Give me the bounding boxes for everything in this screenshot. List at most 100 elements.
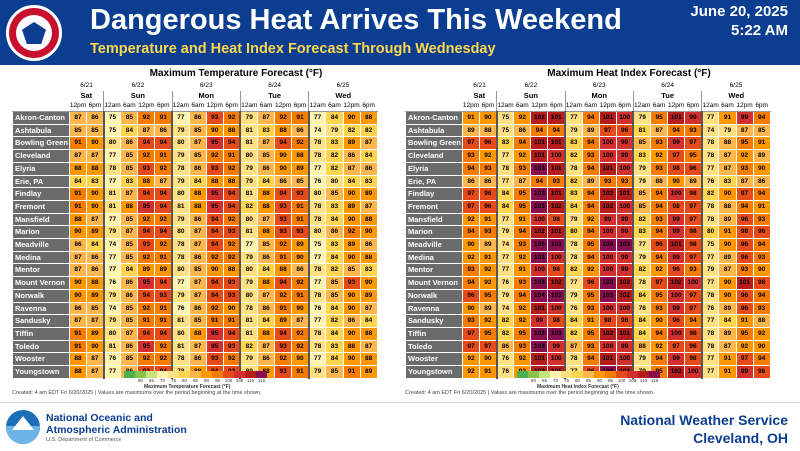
forecast-value: 90: [222, 301, 241, 316]
station-name: Meadville: [405, 238, 463, 252]
forecast-value: 79: [495, 225, 515, 240]
forecast-value: 94: [154, 225, 173, 240]
forecast-value: 77: [564, 111, 583, 125]
forecast-value: 84: [120, 263, 139, 278]
legend-label: 115: [257, 378, 266, 383]
legend-swatch: [124, 371, 135, 378]
forecast-value: 77: [102, 149, 122, 163]
forecast-value: 94: [137, 326, 156, 341]
forecast-value: 88: [359, 326, 378, 341]
forecast-value: 94: [581, 225, 600, 240]
hour-label: 6pm: [479, 101, 497, 112]
forecast-value: 85: [86, 301, 105, 316]
forecast-value: 82: [564, 149, 583, 163]
forecast-value: 87: [188, 339, 207, 354]
forecast-value: 85: [120, 352, 139, 367]
forecast-value: 95: [650, 288, 669, 303]
forecast-value: 78: [495, 161, 515, 176]
forecast-value: 100: [547, 352, 566, 367]
table-row: Erie, PA 86 86 77 87 94 93 82 89 93 93 79 88 90 89 76 83…: [405, 174, 771, 189]
day-name: Sat: [80, 91, 93, 100]
forecast-value: 94: [752, 187, 771, 201]
forecast-value: 98: [547, 314, 566, 328]
forecast-value: 88: [479, 123, 498, 138]
forecast-value: 95: [137, 199, 156, 214]
forecast-value: 77: [495, 250, 515, 265]
day-name: Tue: [239, 91, 309, 101]
forecast-value: 94: [513, 288, 532, 303]
forecast-value: 84: [120, 123, 139, 138]
forecast-value: 90: [342, 352, 361, 367]
forecast-value: 94: [650, 199, 669, 214]
forecast-value: 103: [530, 276, 549, 290]
hour-label: 6pm: [684, 101, 702, 112]
forecast-value: 86: [120, 339, 139, 354]
station-name: Medina: [405, 250, 463, 265]
forecast-value: 76: [307, 174, 327, 189]
forecast-value: 92: [479, 263, 498, 278]
forecast-value: 89: [342, 238, 361, 252]
forecast-value: 93: [513, 276, 532, 290]
forecast-value: 93: [513, 339, 532, 354]
forecast-value: 100: [598, 339, 617, 354]
nws-office-location: Cleveland, OH: [693, 430, 788, 446]
forecast-value: 82: [325, 149, 344, 163]
forecast-value: 88: [257, 326, 276, 341]
forecast-value: 80: [171, 326, 190, 341]
forecast-value: 87: [86, 352, 105, 367]
forecast-value: 93: [752, 250, 771, 265]
forecast-value: 93: [735, 161, 754, 176]
forecast-value: 93: [274, 212, 293, 227]
forecast-value: 102: [667, 365, 686, 379]
forecast-value: 83: [495, 136, 515, 151]
legend-label: 85: [585, 378, 591, 383]
forecast-value: 86: [479, 174, 498, 189]
forecast-value: 83: [120, 174, 139, 189]
hour-label: 12pm: [274, 101, 292, 112]
hour-label: 6am: [718, 101, 736, 112]
forecast-value: 75: [102, 111, 122, 125]
forecast-value: 86: [68, 301, 88, 316]
legend-label: 70: [552, 378, 558, 383]
forecast-value: 94: [650, 352, 669, 367]
forecast-value: 93: [650, 212, 669, 227]
forecast-value: 103: [598, 288, 617, 303]
forecast-value: 95: [735, 326, 754, 341]
forecast-value: 92: [461, 352, 481, 367]
forecast-value: 93: [752, 301, 771, 316]
forecast-value: 101: [530, 352, 549, 367]
forecast-value: 91: [274, 301, 293, 316]
forecast-value: 86: [752, 174, 771, 189]
forecast-value: 76: [700, 174, 720, 189]
forecast-value: 92: [650, 149, 669, 163]
forecast-value: 99: [615, 212, 634, 227]
forecast-value: 74: [102, 301, 122, 316]
hour-label: 6pm: [223, 101, 241, 112]
table-row: Norwalk 90 89 79 86 94 93 79 87 94 93 80 87 92 91 78 85 9…: [12, 288, 378, 303]
station-name: Medina: [12, 250, 70, 265]
forecast-value: 89: [359, 288, 378, 303]
forecast-value: 100: [547, 301, 566, 316]
forecast-value: 100: [667, 288, 686, 303]
forecast-value: 90: [291, 250, 310, 265]
forecast-value: 82: [239, 339, 259, 354]
hour-label: 12pm: [69, 101, 87, 112]
legend-label: 75: [563, 378, 569, 383]
table-row: Akron-Canton 87 86 75 85 92 91 77 86 93 92 79 87 92 91…: [12, 111, 378, 125]
heat-index-panel: Maximum Heat Index Forecast (°F) 6/21 6/2…: [405, 68, 789, 398]
forecast-value: 93: [461, 263, 481, 278]
forecast-value: 81: [239, 314, 259, 328]
forecast-value: 87: [68, 314, 88, 328]
legend-swatch: [234, 371, 245, 378]
forecast-value: 92: [274, 238, 293, 252]
forecast-value: 90: [86, 187, 105, 201]
forecast-value: 89: [86, 225, 105, 240]
forecast-value: 99: [667, 225, 686, 240]
table-row: Wooster 88 87 76 85 92 92 78 86 93 92 79 86 92 90 77 84 9…: [12, 352, 378, 367]
forecast-value: 100: [615, 199, 634, 214]
forecast-value: 78: [700, 136, 720, 151]
forecast-value: 96: [735, 250, 754, 265]
noaa-name: National Oceanic and Atmospheric Adminis…: [46, 412, 187, 436]
forecast-value: 88: [222, 123, 241, 138]
forecast-value: 84: [68, 174, 88, 189]
